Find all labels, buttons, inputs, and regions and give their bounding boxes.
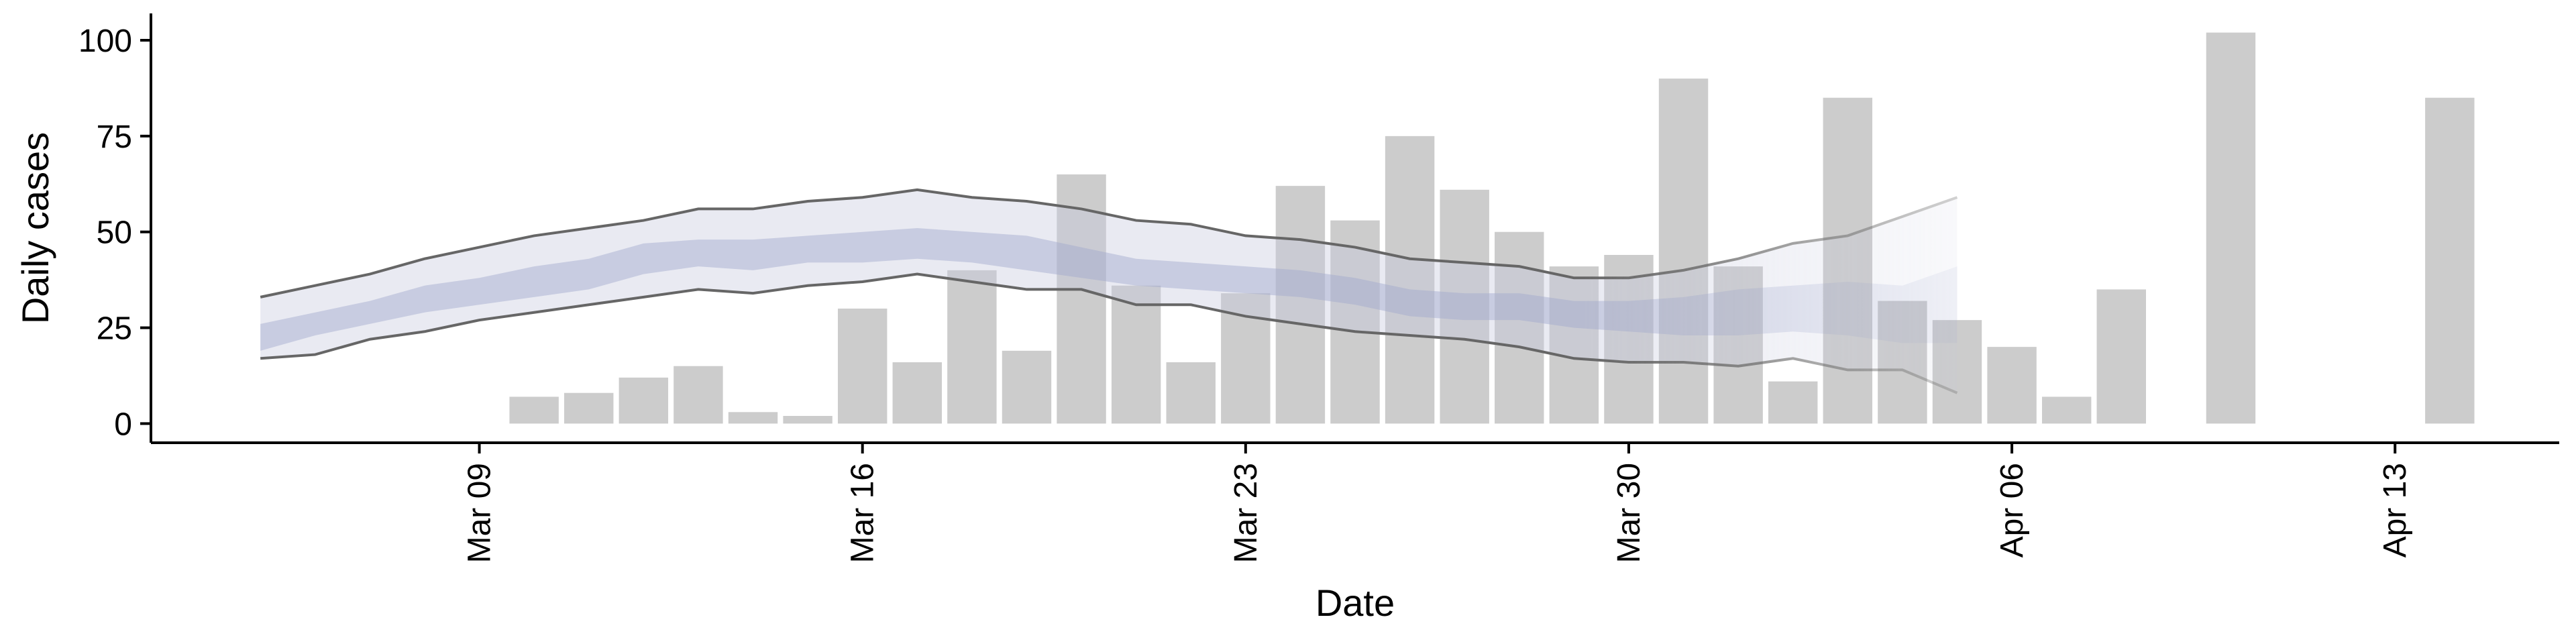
x-axis-ticks: Mar 09 Mar 16 Mar 23 Mar 30 Apr 06 Apr 13 <box>462 443 2413 563</box>
case-bar <box>564 392 614 424</box>
case-bar <box>1495 231 1544 424</box>
case-bar <box>1385 136 1435 424</box>
case-bar <box>1111 285 1161 424</box>
x-tick-label: Mar 30 <box>1611 463 1647 563</box>
case-bar <box>1932 320 1982 424</box>
y-axis-title: Daily cases <box>14 132 56 324</box>
estimate-band-group <box>260 188 1958 394</box>
case-bar <box>1440 189 1489 424</box>
case-bar <box>1713 266 1763 424</box>
lower-bound-line <box>260 272 1958 394</box>
case-bar <box>1987 347 2037 424</box>
case-bar <box>1604 255 1654 424</box>
y-tick-label: 0 <box>114 407 132 442</box>
case-bar <box>892 362 942 424</box>
outer-interval <box>260 189 1957 393</box>
x-tick-label: Apr 06 <box>1994 463 2030 557</box>
case-bar <box>783 416 833 424</box>
case-bar <box>1878 301 1927 424</box>
case-bar <box>728 412 778 424</box>
case-bar <box>1002 350 1052 424</box>
upper-bound-line <box>260 188 1958 299</box>
case-bar <box>2096 289 2146 424</box>
inner-interval <box>260 228 1957 351</box>
case-bar <box>1166 362 1216 424</box>
y-tick-label: 25 <box>97 311 132 347</box>
case-bar <box>509 396 559 424</box>
axes <box>150 13 2559 444</box>
case-bar <box>837 309 888 424</box>
case-bar <box>619 377 669 424</box>
x-tick-label: Mar 16 <box>845 463 881 563</box>
y-axis-ticks: 0 25 50 75 100 <box>78 23 151 442</box>
case-bar <box>947 270 997 424</box>
case-bar <box>2206 32 2256 424</box>
x-axis-title: Date <box>1316 582 1395 624</box>
case-bar <box>1768 381 1818 424</box>
case-bar <box>2041 396 2092 424</box>
x-tick-label: Mar 23 <box>1228 463 1264 563</box>
y-tick-label: 75 <box>97 119 132 155</box>
y-tick-label: 100 <box>78 23 132 59</box>
case-bar <box>674 366 723 424</box>
case-bar <box>1275 186 1326 424</box>
case-bar <box>2425 97 2475 424</box>
x-tick-label: Mar 09 <box>462 463 498 563</box>
x-tick-label: Apr 13 <box>2377 463 2413 557</box>
case-bar <box>1057 174 1106 424</box>
case-bar <box>1330 220 1380 424</box>
estimate-band <box>260 188 1958 394</box>
y-tick-label: 50 <box>97 215 132 251</box>
observed-cases-bars <box>509 32 2475 424</box>
case-bar <box>1549 266 1599 424</box>
case-bar <box>1658 78 1709 424</box>
